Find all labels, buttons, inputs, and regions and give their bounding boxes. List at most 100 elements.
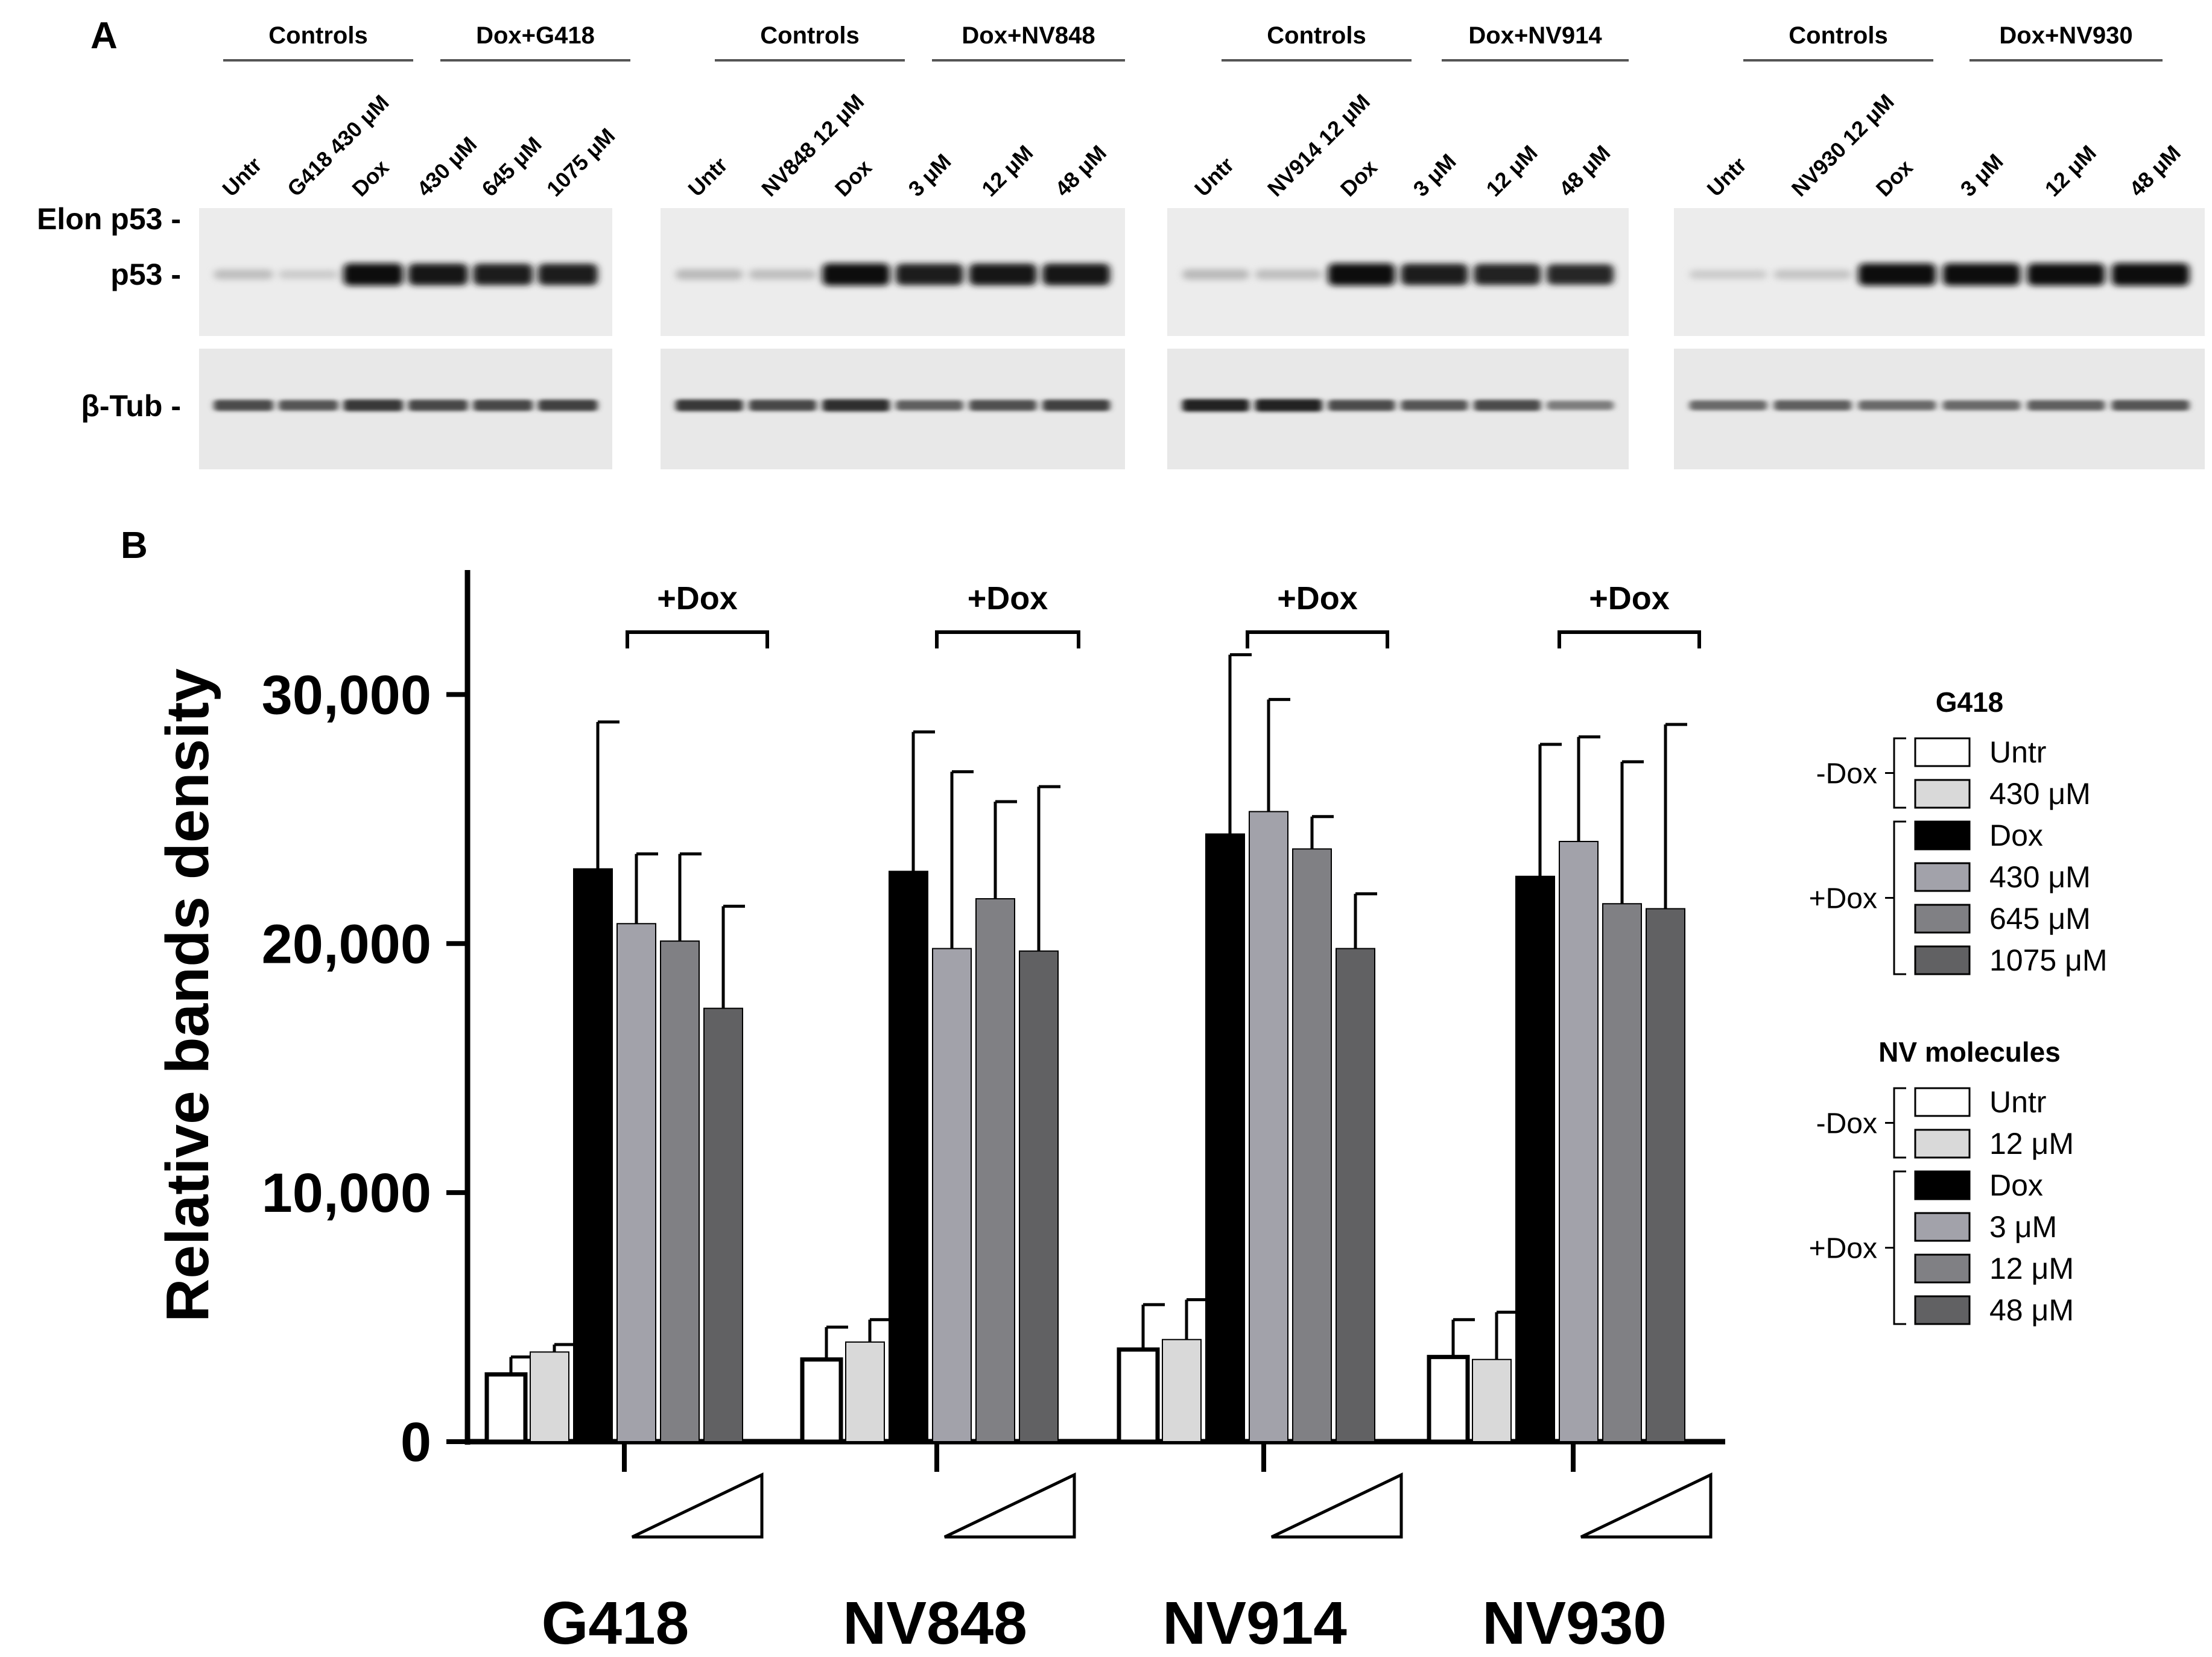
lane-label: 48 μM <box>2125 140 2185 201</box>
tubulin-band <box>1547 401 1614 410</box>
dox-bracket-label: +Dox <box>968 580 1048 616</box>
legend-swatch <box>1914 1129 1971 1159</box>
lane-label: 48 μM <box>1050 140 1111 201</box>
bar <box>1162 1339 1202 1442</box>
tubulin-band <box>1328 399 1395 411</box>
dose-ramp-triangle <box>943 1472 1076 1539</box>
lane-label: 3 μM <box>1409 149 1461 201</box>
legend-item-label: Dox <box>1989 1168 2043 1202</box>
tubulin-band <box>1255 399 1322 412</box>
dox-bracket-label: +Dox <box>1589 580 1670 616</box>
tubulin-band <box>537 399 598 411</box>
bar <box>703 1007 743 1442</box>
bar <box>889 870 928 1442</box>
bar <box>530 1351 569 1442</box>
lane-label: Untr <box>1190 152 1238 201</box>
bar <box>975 898 1015 1442</box>
dose-ramp-triangle <box>631 1472 764 1539</box>
tubulin-band <box>1773 400 1852 411</box>
panel-a-label: A <box>90 15 118 57</box>
lane-label: 48 μM <box>1554 140 1615 201</box>
p53-band <box>214 269 274 280</box>
lane-label: 430 μM <box>412 131 481 201</box>
legend-item-label: 48 μM <box>1989 1293 2074 1327</box>
y-tick-label: 30,000 <box>262 664 431 726</box>
legend-group-bracket <box>1893 1087 1906 1159</box>
legend-swatch <box>1914 1170 1971 1200</box>
lane-label: 3 μM <box>903 149 955 201</box>
tubulin-band <box>822 399 890 412</box>
p53-band <box>1942 263 2021 286</box>
bar <box>1427 1355 1470 1444</box>
tubulin-band <box>969 399 1037 411</box>
p53-band <box>1255 269 1322 280</box>
bar <box>1205 833 1245 1442</box>
blot-controls-header: Controls <box>1267 22 1366 49</box>
blot-controls-header: Controls <box>760 22 859 49</box>
dox-bracket <box>1558 630 1701 648</box>
tubulin-band <box>473 399 533 411</box>
legend-item-label: 12 μM <box>1989 1127 2074 1161</box>
p53-band <box>2027 263 2105 286</box>
bar <box>1019 950 1059 1442</box>
legend-title: NV molecules <box>1878 1036 2061 1068</box>
dox-bracket-label: +Dox <box>657 580 738 616</box>
bar <box>1249 811 1288 1442</box>
y-tick-label: 10,000 <box>262 1162 431 1224</box>
legend-title: G418 <box>1936 686 2004 718</box>
category-label: G418 <box>542 1589 689 1657</box>
bar <box>800 1357 843 1444</box>
bar <box>1117 1347 1160 1444</box>
lane-label: Dox <box>830 155 876 201</box>
legend-group-label: -Dox <box>1816 1108 1877 1140</box>
bar <box>1472 1358 1512 1442</box>
p53-band <box>537 264 598 285</box>
tubulin-band <box>214 399 274 411</box>
p53-band <box>675 269 743 280</box>
tubulin-band <box>343 399 404 411</box>
category-label: NV930 <box>1482 1589 1667 1657</box>
legend-swatch <box>1914 945 1971 975</box>
bar <box>1646 908 1685 1442</box>
blot-treatment-header: Dox+G418 <box>476 22 595 49</box>
blot-treatment-header: Dox+NV914 <box>1468 22 1602 49</box>
p53-band <box>343 263 404 286</box>
panel-b: B Relative bands density 0 10,000 20,000 30… <box>121 525 2108 1657</box>
p53-band <box>1042 264 1111 285</box>
p53-band <box>895 264 963 285</box>
tubulin-band <box>675 399 743 411</box>
lane-label: 12 μM <box>1481 140 1542 201</box>
tubulin-band <box>1401 400 1468 411</box>
p53-band <box>749 269 817 280</box>
legend-swatch <box>1914 737 1971 767</box>
bar <box>573 868 613 1442</box>
bar <box>1559 841 1599 1442</box>
tubulin-band <box>278 400 338 411</box>
y-tick-label: 20,000 <box>262 913 431 975</box>
blot-treatment-header: Dox+NV930 <box>1999 22 2132 49</box>
p53-band <box>1689 270 1767 279</box>
p53-band <box>1547 264 1614 285</box>
tubulin-band <box>2027 400 2105 411</box>
legend-swatch <box>1914 779 1971 809</box>
blot-controls-header: Controls <box>1789 22 1887 49</box>
legend-item-label: 1075 μM <box>1989 943 2108 977</box>
legend-swatch <box>1914 1295 1971 1325</box>
p53-band <box>1858 263 1936 286</box>
p53-band <box>969 264 1037 285</box>
legend-group-bracket <box>1893 820 1906 975</box>
legend-item-label: 645 μM <box>1989 902 2091 936</box>
lane-label: Dox <box>1336 155 1382 201</box>
lane-label: 12 μM <box>977 140 1038 201</box>
p53-band <box>1182 269 1249 280</box>
p53-band <box>473 264 533 285</box>
p53-band <box>1401 264 1468 285</box>
dose-ramp-triangle <box>1270 1472 1403 1539</box>
bar <box>1292 848 1332 1442</box>
tubulin-band <box>1042 399 1111 411</box>
legend-item-label: Dox <box>1989 819 2043 852</box>
lane-label: 3 μM <box>1956 149 2008 201</box>
